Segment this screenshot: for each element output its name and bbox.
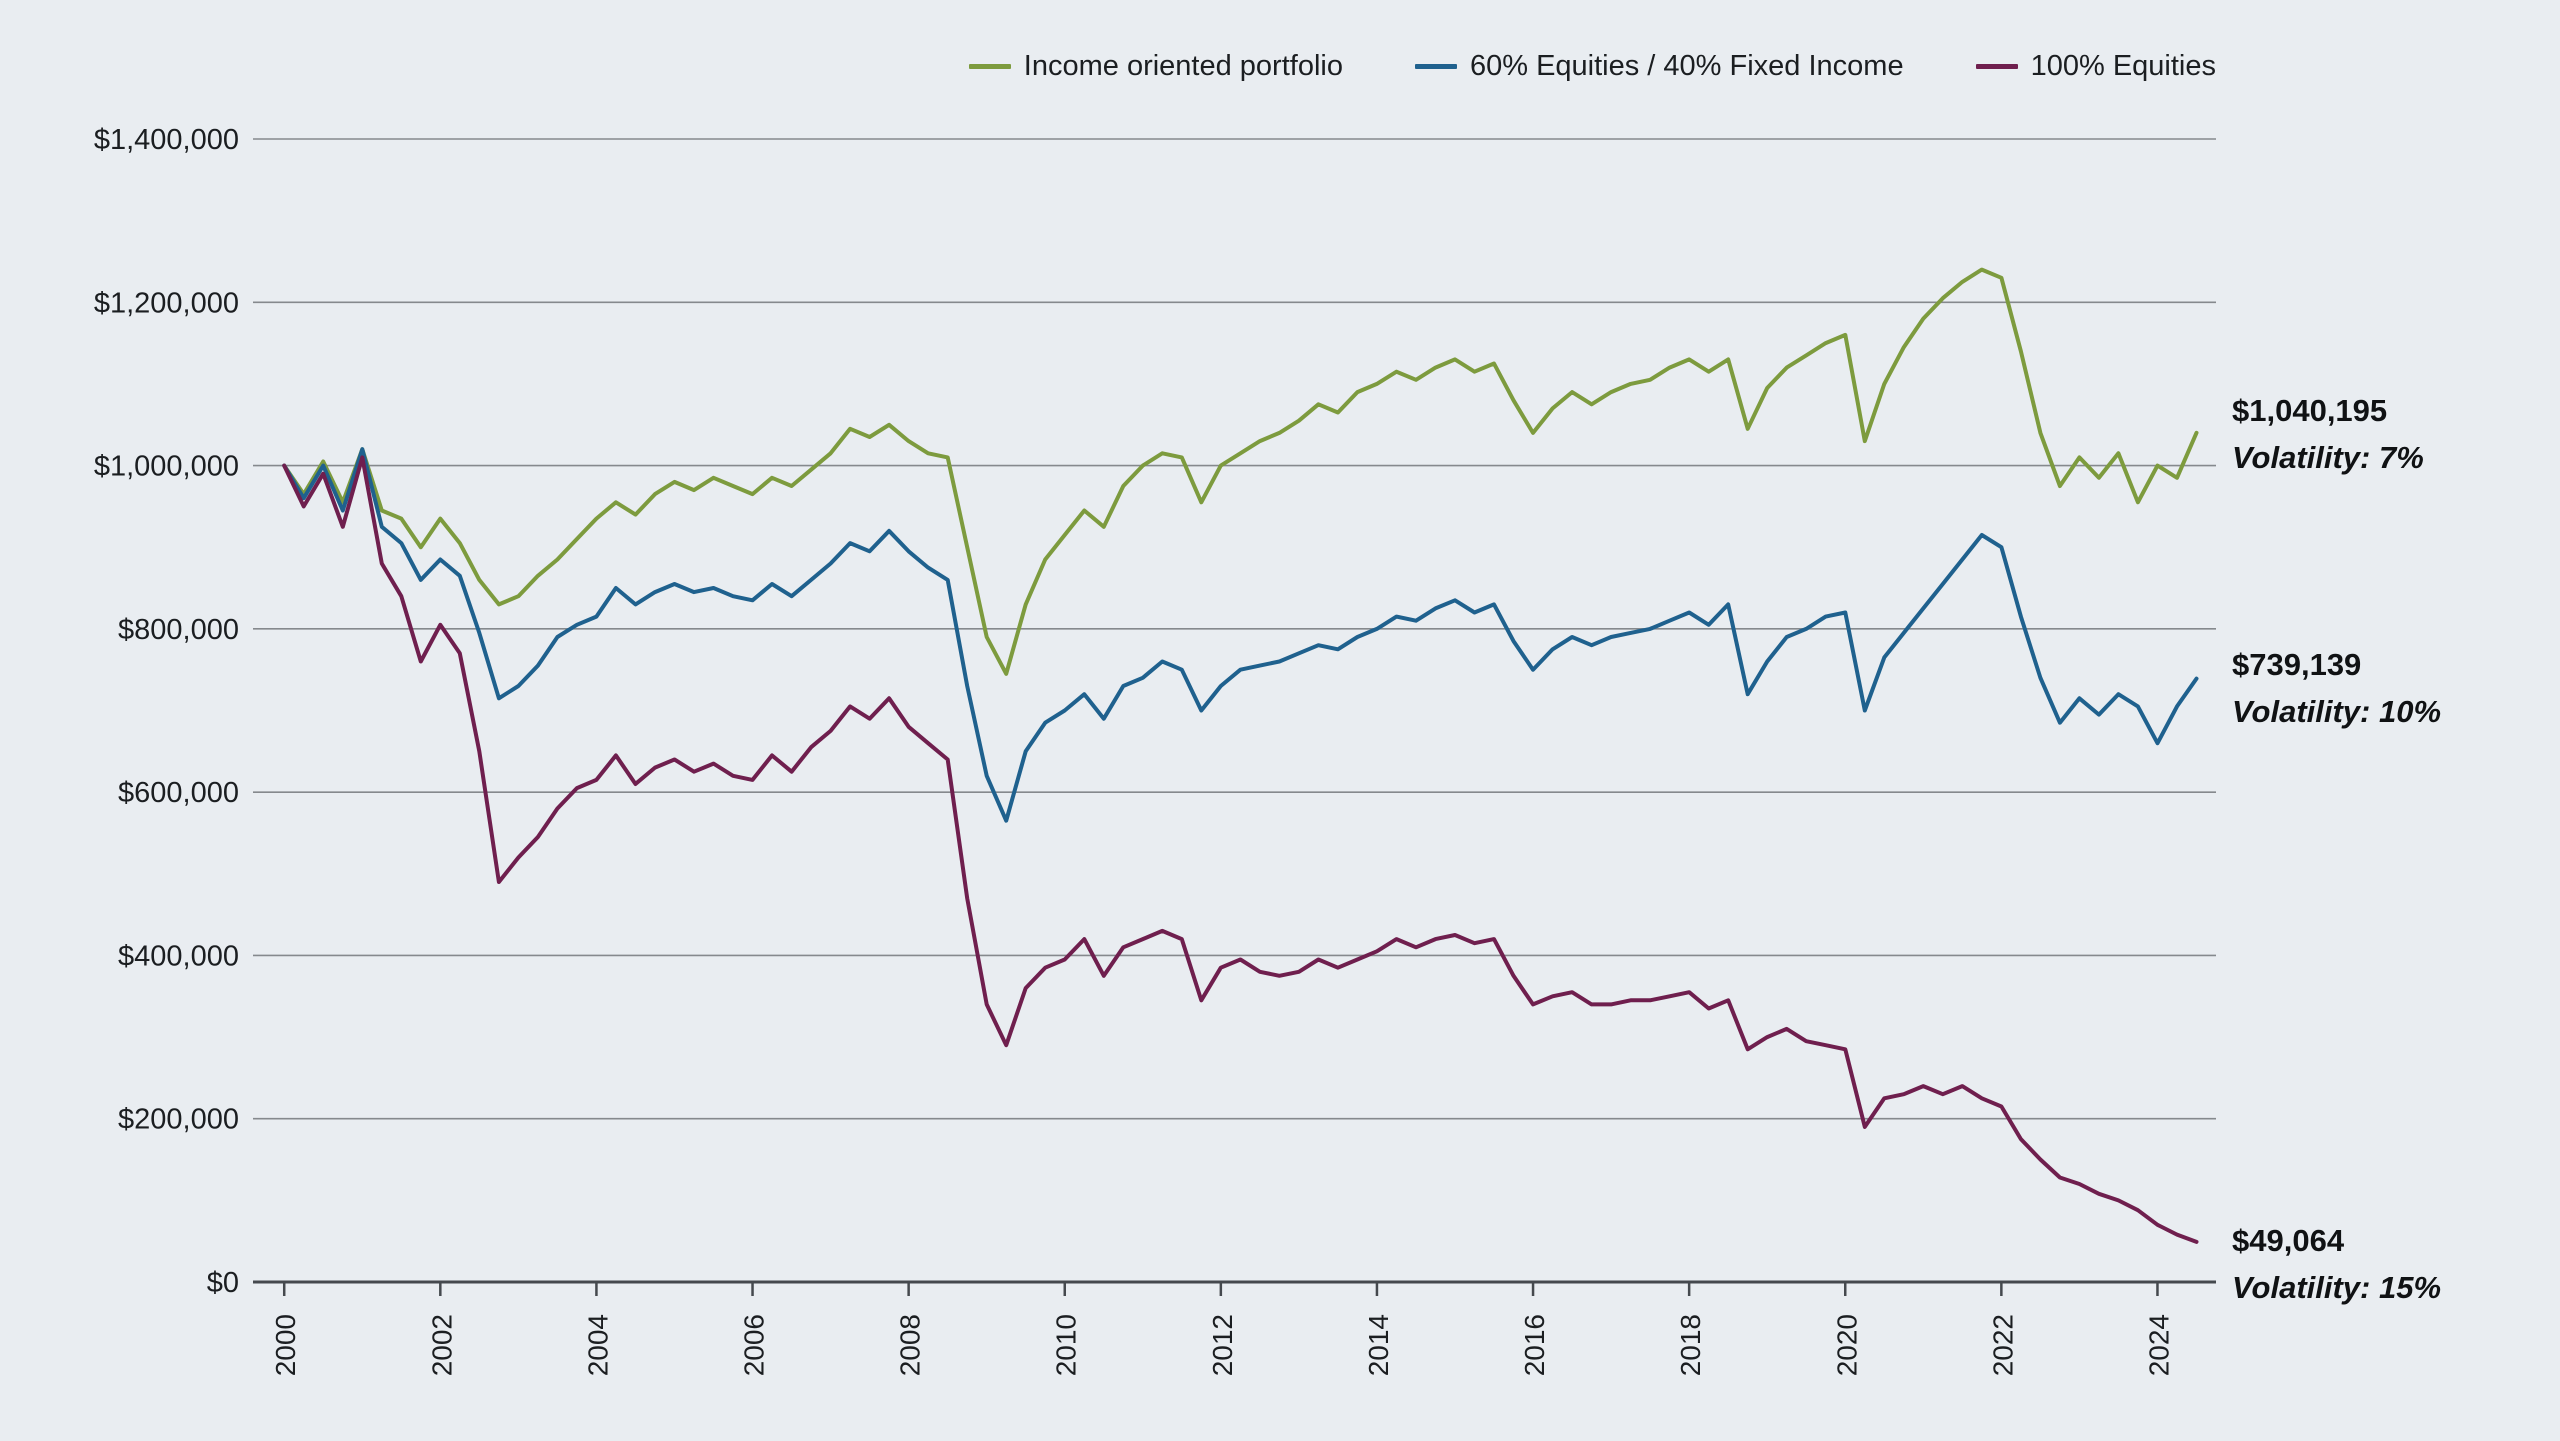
- chart-legend: Income oriented portfolio 60% Equities /…: [968, 50, 2216, 83]
- svg-text:2020: 2020: [1831, 1314, 1862, 1376]
- annotation-income-oriented-portfolio: $1,040,195 Volatility: 7%: [2232, 388, 2424, 481]
- legend-line-swatch-icon: [968, 64, 1011, 69]
- svg-text:2004: 2004: [582, 1314, 613, 1376]
- svg-text:2006: 2006: [739, 1314, 770, 1376]
- svg-text:2002: 2002: [426, 1314, 457, 1376]
- svg-text:2008: 2008: [895, 1314, 926, 1376]
- volatility-label: Volatility: 15%: [2232, 1269, 2442, 1305]
- legend-label: 100% Equities: [2030, 50, 2216, 82]
- svg-text:$800,000: $800,000: [118, 614, 239, 646]
- svg-text:$200,000: $200,000: [118, 1104, 239, 1136]
- svg-text:2016: 2016: [1519, 1314, 1550, 1376]
- annotation-60-40-portfolio: $739,139 Volatility: 10%: [2232, 642, 2441, 735]
- svg-text:2022: 2022: [1987, 1314, 2018, 1376]
- svg-text:2010: 2010: [1051, 1314, 1082, 1376]
- legend-label: 60% Equities / 40% Fixed Income: [1469, 50, 1904, 82]
- svg-text:$400,000: $400,000: [118, 940, 239, 972]
- ending-value-label: $49,064: [2232, 1223, 2345, 1258]
- legend-item-income-oriented-portfolio: Income oriented portfolio: [968, 50, 1343, 83]
- ending-value-label: $1,040,195: [2232, 393, 2388, 428]
- annotation-100-equities: $49,064 Volatility: 15%: [2232, 1218, 2441, 1311]
- svg-text:2018: 2018: [1675, 1314, 1706, 1376]
- svg-text:2012: 2012: [1207, 1314, 1238, 1376]
- legend-item-60-40-portfolio: 60% Equities / 40% Fixed Income: [1414, 50, 1904, 83]
- svg-text:2024: 2024: [2143, 1314, 2174, 1376]
- legend-line-swatch-icon: [1975, 64, 2018, 69]
- legend-item-100-equities: 100% Equities: [1975, 50, 2216, 83]
- svg-text:$0: $0: [207, 1267, 239, 1299]
- volatility-label: Volatility: 10%: [2232, 693, 2442, 729]
- svg-text:2000: 2000: [270, 1314, 301, 1376]
- svg-text:$1,200,000: $1,200,000: [94, 287, 239, 319]
- volatility-label: Volatility: 7%: [2232, 439, 2424, 475]
- legend-line-swatch-icon: [1414, 64, 1457, 69]
- svg-text:$1,400,000: $1,400,000: [94, 124, 239, 156]
- legend-label: Income oriented portfolio: [1023, 50, 1343, 82]
- ending-value-label: $739,139: [2232, 647, 2362, 682]
- svg-text:$1,000,000: $1,000,000: [94, 451, 239, 483]
- svg-text:$600,000: $600,000: [118, 777, 239, 809]
- svg-text:2014: 2014: [1363, 1314, 1394, 1376]
